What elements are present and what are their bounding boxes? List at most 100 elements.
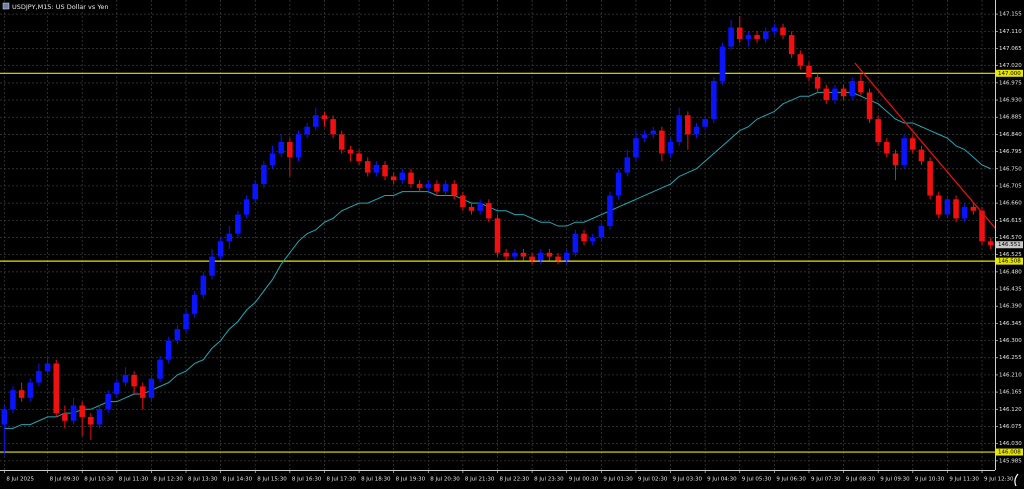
- y-tick-label: 147.020: [999, 63, 1022, 69]
- level-label-box: [996, 448, 1023, 456]
- candle-body: [139, 386, 146, 398]
- candle-body: [269, 153, 276, 165]
- y-tick-label: 146.795: [999, 149, 1022, 155]
- candle-body: [27, 382, 34, 398]
- candle-body: [313, 115, 319, 127]
- candle-body: [607, 195, 613, 227]
- x-tick-label: 9 Jul 09:30: [880, 477, 910, 483]
- x-tick-label: 8 Jul 10:30: [84, 477, 114, 483]
- candle-body: [685, 115, 691, 135]
- candle-body: [425, 184, 432, 188]
- candle-body: [728, 27, 734, 47]
- candle-body: [884, 142, 890, 154]
- candle-body: [79, 405, 85, 417]
- candle-body: [745, 35, 752, 39]
- candle-body: [910, 138, 916, 150]
- candle-body: [416, 184, 423, 188]
- candle-body: [364, 161, 371, 173]
- candle-body: [261, 164, 267, 185]
- x-tick-label: 9 Jul 06:30: [776, 477, 806, 483]
- candle-body: [131, 374, 137, 387]
- y-tick-label: 146.525: [999, 252, 1022, 258]
- candle-body: [987, 241, 994, 246]
- x-tick-label: 8 Jul 14:30: [223, 477, 253, 483]
- candle-body: [468, 206, 475, 211]
- x-tick-label: 8 Jul 21:30: [465, 477, 495, 483]
- candle-body: [520, 252, 527, 257]
- marks: [0, 16, 996, 456]
- candle-body: [494, 218, 501, 253]
- y-tick-label: 146.210: [999, 372, 1022, 378]
- candle-body: [927, 161, 933, 196]
- y-tick-label: 146.885: [999, 115, 1022, 121]
- candle-body: [961, 206, 968, 219]
- candle-body: [373, 164, 380, 173]
- candle-body: [866, 92, 873, 120]
- x-tick-label: 9 Jul 03:30: [673, 477, 703, 483]
- candle-body: [382, 164, 388, 177]
- candle-body: [771, 27, 778, 32]
- candle-body: [174, 329, 181, 341]
- candle-body: [10, 390, 16, 410]
- candle-body: [598, 226, 605, 238]
- x-tick-label: 9 Jul 04:30: [707, 477, 737, 483]
- y-tick-label: 146.435: [999, 287, 1022, 293]
- candle-body: [148, 378, 155, 398]
- x-tick-label: 8 Jul 18:30: [361, 477, 391, 483]
- candle-body: [693, 126, 700, 135]
- y-tick-label: 146.030: [999, 441, 1022, 447]
- y-tick-label: 146.480: [999, 269, 1022, 275]
- x-tick-label: 8 Jul 23:30: [534, 477, 564, 483]
- candle-body: [88, 416, 94, 425]
- candle-body: [572, 233, 579, 253]
- candle-body: [434, 184, 440, 192]
- candle-body: [338, 134, 345, 150]
- candle-body: [330, 119, 336, 135]
- x-tick-label: 8 Jul 17:30: [326, 477, 356, 483]
- candle-body: [563, 252, 570, 261]
- candle-body: [399, 172, 406, 181]
- candle-body: [165, 340, 172, 360]
- candle-body: [858, 80, 864, 93]
- candle-body: [18, 390, 25, 398]
- x-tick-label: 9 Jul 10:30: [915, 477, 945, 483]
- candle-body: [512, 252, 518, 257]
- y-tick-label: 146.165: [999, 390, 1022, 396]
- y-tick-label: 146.660: [999, 201, 1022, 207]
- candle-body: [252, 184, 259, 200]
- candle-body: [105, 394, 111, 410]
- candle-body: [650, 130, 657, 135]
- candle-body: [217, 241, 224, 257]
- x-tick-label: 8 Jul 15:30: [257, 477, 287, 483]
- candle-body: [235, 214, 241, 234]
- candle-body: [953, 199, 959, 219]
- candle-body: [754, 35, 760, 39]
- candle-body: [615, 172, 622, 196]
- x-tick-label: 9 Jul 00:30: [569, 477, 599, 483]
- y-tick-label: 147.065: [999, 46, 1022, 52]
- candle-body: [451, 184, 458, 196]
- candle-body: [659, 130, 665, 154]
- candle-body: [295, 134, 302, 158]
- candle-body: [641, 134, 648, 139]
- y-tick-label: 147.155: [999, 12, 1022, 18]
- candle-body: [226, 233, 233, 242]
- candle-body: [442, 184, 449, 192]
- candle-body: [832, 88, 838, 101]
- candle-body: [814, 77, 821, 89]
- last-price-box: [996, 241, 1023, 249]
- x-tick-label: 9 Jul 05:30: [742, 477, 772, 483]
- x-tick-label: 8 Jul 16:30: [292, 477, 322, 483]
- candle-body: [546, 252, 553, 257]
- candle-body: [183, 313, 189, 330]
- candle-body: [157, 359, 163, 379]
- x-tick-label: 8 Jul 20:30: [430, 477, 460, 483]
- candle-body: [1, 409, 8, 425]
- y-tick-label: 146.075: [999, 424, 1022, 430]
- candle-body: [96, 409, 103, 425]
- x-tick-label: 8 Jul 09:30: [50, 477, 80, 483]
- x-tick-label: 9 Jul 12:30: [984, 477, 1014, 483]
- y-tick-label: 146.930: [999, 98, 1022, 104]
- candle-body: [503, 252, 509, 257]
